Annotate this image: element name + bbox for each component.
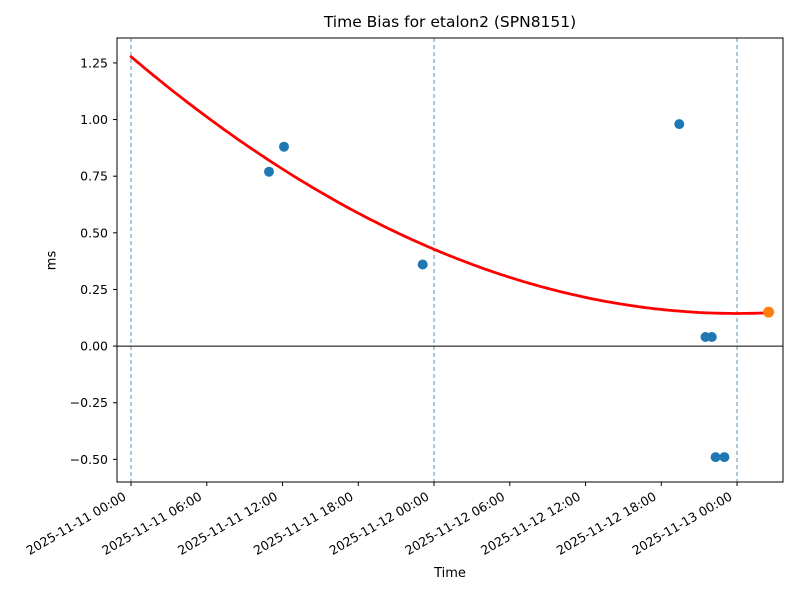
bias-measurements-point xyxy=(710,452,721,463)
y-tick-label: 0.75 xyxy=(80,169,108,184)
y-tick-label: 0.50 xyxy=(80,225,108,240)
chart-title: Time Bias for etalon2 (SPN8151) xyxy=(323,13,577,31)
y-tick-label: 1.25 xyxy=(80,55,108,70)
y-tick-label: −0.25 xyxy=(70,395,108,410)
plot-border xyxy=(116,37,784,483)
bias-measurements-point xyxy=(417,259,428,270)
bias-measurements-point xyxy=(264,166,274,177)
bias-measurements-point xyxy=(706,332,717,342)
y-tick-label: −0.50 xyxy=(70,452,108,467)
y-tick-label: 0.00 xyxy=(80,339,108,354)
bias-measurements-point xyxy=(674,119,685,130)
x-axis-label: Time xyxy=(434,566,466,581)
trend-fit-line xyxy=(129,55,770,315)
y-tick-label: 1.00 xyxy=(80,112,108,127)
latest-measurement-point xyxy=(763,306,775,318)
bias-measurements-point xyxy=(279,141,289,152)
bias-measurements-point xyxy=(719,452,730,463)
y-tick-label: 0.25 xyxy=(80,282,108,297)
